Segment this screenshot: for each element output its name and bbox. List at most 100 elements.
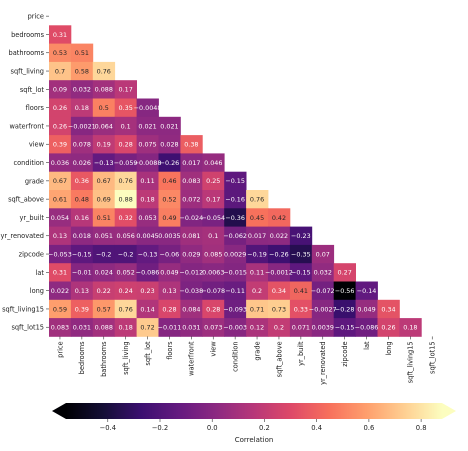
- heatmap-cell-yr_renovated-price: [49, 226, 72, 246]
- cell-value-label: 0.32: [119, 214, 133, 222]
- cell-value-label: 0.7: [55, 67, 65, 75]
- cell-value-label: −0.0088: [134, 159, 162, 167]
- colorbar-gradient: [66, 403, 442, 419]
- heatmap-cell-sqft_lot15-yr_built: [289, 318, 313, 337]
- cell-value-label: 0.61: [53, 195, 67, 203]
- heatmap-cell-grade-condition: [224, 171, 247, 191]
- cell-value-label: 0.57: [97, 305, 111, 313]
- heatmap-cell-waterfront-sqft_living: [114, 116, 137, 136]
- cell-value-label: 0.13: [75, 287, 89, 295]
- cell-value-label: 0.49: [162, 214, 176, 222]
- heatmap-cell-sqft_living15-sqft_lot: [136, 299, 159, 319]
- y-tick-label-bedrooms: bedrooms: [11, 31, 44, 39]
- y-tick-label-zipcode: zipcode: [19, 250, 44, 258]
- cell-value-label: −0.072: [311, 287, 335, 295]
- heatmap-cell-sqft_lot15-lat: [355, 318, 378, 337]
- x-tick-label-sqft_lot15: sqft_lot15: [429, 341, 437, 374]
- heatmap-cell-yr_renovated-sqft_above: [268, 226, 291, 246]
- cell-value-label: 0.53: [53, 49, 67, 57]
- cell-value-label: 0.67: [97, 177, 111, 185]
- heatmap-cell-sqft_lot15-bathrooms: [92, 318, 116, 337]
- heatmap-cell-sqft_lot15-waterfront: [180, 318, 203, 337]
- heatmap-cell-zipcode-sqft_lot: [136, 244, 159, 264]
- cell-value-label: 0.078: [73, 141, 91, 149]
- heatmap-cell-sqft_lot15-zipcode: [333, 318, 356, 337]
- cell-value-label: 0.18: [403, 324, 417, 332]
- y-tick-label-sqft_above: sqft_above: [8, 196, 44, 204]
- heatmap-cell-waterfront-bathrooms: [92, 116, 116, 136]
- heatmap-cell-lat-yr_renovated: [311, 263, 335, 282]
- cell-value-label: 0.76: [119, 177, 133, 185]
- heatmap-cell-sqft_lot15-condition: [224, 318, 247, 337]
- cell-value-label: 0.46: [162, 177, 176, 185]
- cell-value-label: −0.01: [72, 269, 92, 277]
- colorbar-tick-label: −0.4: [100, 424, 117, 432]
- colorbar-tick-label: 0.8: [416, 424, 427, 432]
- heatmap-cell-sqft_living15-lat: [355, 299, 378, 319]
- cell-value-label: −0.16: [225, 195, 245, 203]
- x-tick-label-sqft_lot: sqft_lot: [144, 341, 152, 366]
- cell-value-label: 0.59: [53, 305, 67, 313]
- cell-value-label: 0.064: [95, 122, 113, 130]
- cell-value-label: 0.17: [119, 86, 133, 94]
- heatmap-cell-sqft_living-bathrooms: [92, 61, 116, 81]
- cell-value-label: 0.5: [99, 104, 109, 112]
- heatmap-cell-sqft_above-bedrooms: [70, 190, 94, 209]
- cell-value-label: 0.14: [140, 305, 154, 313]
- y-tick-label-floors: floors: [26, 104, 45, 112]
- cell-value-label: 0.051: [95, 232, 113, 240]
- cell-value-label: −0.038: [180, 287, 204, 295]
- heatmap-cell-yr_renovated-waterfront: [180, 226, 203, 246]
- cell-value-label: 0.053: [138, 214, 156, 222]
- cell-value-label: −0.2: [96, 250, 112, 258]
- cell-value-label: −0.15: [225, 177, 245, 185]
- y-tick-label-sqft_living15: sqft_living15: [2, 305, 44, 313]
- heatmap-cell-sqft_lot-bedrooms: [70, 80, 94, 99]
- heatmap-cell-lat-zipcode: [333, 263, 356, 282]
- x-tick-label-bathrooms: bathrooms: [100, 341, 108, 377]
- heatmap-cell-sqft_lot15-bedrooms: [70, 318, 94, 337]
- heatmap-cell-sqft_living-price: [49, 61, 72, 81]
- cell-value-label: 0.45: [250, 214, 264, 222]
- heatmap-cell-zipcode-grade: [246, 244, 269, 264]
- heatmap-cell-condition-sqft_living: [114, 153, 137, 173]
- cell-value-label: 0.11: [140, 177, 154, 185]
- heatmap-cell-yr_built-bathrooms: [92, 208, 116, 227]
- cell-value-label: −0.011: [158, 324, 182, 332]
- heatmap-cell-sqft_lot15-floors: [158, 318, 181, 337]
- heatmap-cell-lat-yr_built: [289, 263, 313, 282]
- heatmap-cell-yr_renovated-bedrooms: [70, 226, 94, 246]
- heatmap-cell-yr_renovated-floors: [158, 226, 181, 246]
- cell-value-label: 0.51: [75, 49, 89, 57]
- heatmap-cell-floors-sqft_lot: [136, 98, 159, 118]
- cell-value-label: −0.19: [247, 250, 267, 258]
- heatmap-cell-grade-sqft_living: [114, 171, 137, 191]
- cell-value-label: 0.049: [160, 269, 178, 277]
- x-tick-label-sqft_living15: sqft_living15: [407, 341, 415, 383]
- heatmap-cell-long-waterfront: [180, 281, 203, 301]
- heatmap-cell-yr_built-sqft_living: [114, 208, 137, 227]
- heatmap-cell-view-floors: [158, 135, 181, 154]
- x-tick-label-yr_renovated: yr_renovated: [319, 341, 327, 385]
- heatmap-cell-zipcode-bedrooms: [70, 244, 94, 264]
- heatmap-cell-condition-floors: [158, 153, 181, 173]
- heatmap-cell-waterfront-price: [49, 116, 72, 136]
- cell-value-label: 0.26: [381, 324, 395, 332]
- cell-value-label: 0.1: [208, 232, 218, 240]
- heatmap-cell-waterfront-floors: [158, 116, 181, 136]
- heatmap-cell-bathrooms-price: [49, 43, 72, 63]
- heatmap-cell-sqft_living15-grade: [246, 299, 269, 319]
- heatmap-cell-yr_built-view: [202, 208, 225, 227]
- heatmap-cell-floors-price: [49, 98, 72, 118]
- cell-value-label: 0.58: [75, 67, 89, 75]
- heatmap-cell-view-bedrooms: [70, 135, 94, 154]
- y-tick-label-lat: lat: [36, 269, 45, 277]
- heatmap-cell-lat-condition: [224, 263, 247, 282]
- heatmap-cell-view-bathrooms: [92, 135, 116, 154]
- cell-value-label: 0.52: [162, 195, 176, 203]
- heatmap-cell-long-grade: [246, 281, 269, 301]
- cell-value-label: 0.071: [292, 324, 310, 332]
- cell-value-label: 0.0035: [158, 232, 180, 240]
